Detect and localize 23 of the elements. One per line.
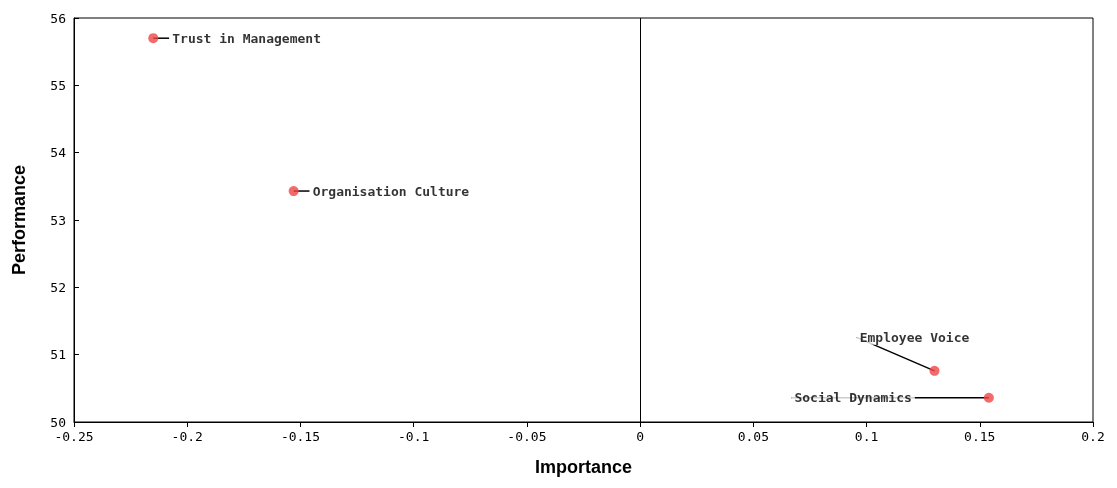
y-tick-label: 54 bbox=[50, 145, 67, 161]
y-axis-title: Performance bbox=[9, 164, 29, 276]
x-tick-label: -0.2 bbox=[171, 429, 203, 444]
annotation: Employee Voice bbox=[859, 329, 970, 345]
x-tick-label: -0.15 bbox=[280, 429, 321, 444]
x-tick-label: -0.25 bbox=[54, 429, 94, 444]
annotation: Trust in Management bbox=[172, 30, 321, 46]
annotation: Organisation Culture bbox=[312, 183, 470, 199]
x-tick-label: 0.2 bbox=[1081, 429, 1105, 444]
x-tick-label: 0.1 bbox=[854, 429, 879, 444]
x-tick-label: -0.1 bbox=[398, 429, 430, 444]
y-tick-label: 55 bbox=[50, 77, 66, 93]
x-axis-title: Importance bbox=[534, 457, 633, 477]
y-tick-label: 51 bbox=[50, 347, 66, 363]
y-tick-label: 50 bbox=[50, 414, 66, 430]
x-tick-label: 0.05 bbox=[737, 429, 769, 444]
y-tick-label: 53 bbox=[50, 212, 66, 228]
y-tick-label: 52 bbox=[50, 279, 66, 295]
x-tick-label: 0 bbox=[636, 429, 645, 444]
x-tick-label: -0.05 bbox=[507, 429, 547, 444]
x-tick-label: 0.15 bbox=[964, 429, 996, 444]
annotation: Social Dynamics bbox=[794, 390, 912, 406]
y-tick-label: 56 bbox=[50, 10, 66, 26]
